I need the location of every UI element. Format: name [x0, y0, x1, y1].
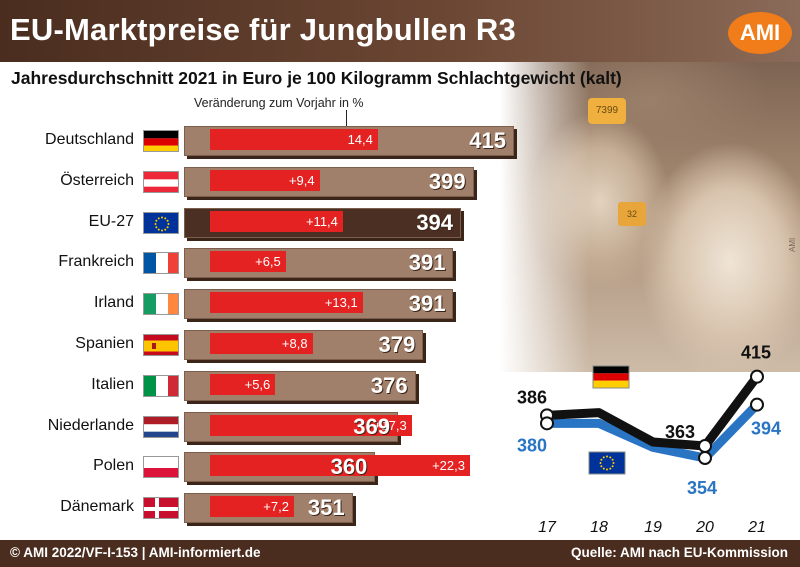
photo-credit: AMI — [788, 237, 797, 252]
germany-value-label: 363 — [665, 422, 695, 442]
value-label: 369 — [353, 413, 390, 439]
bar-row-frankreich: Frankreich +6,5 391 — [0, 243, 520, 283]
germany-flag-icon — [592, 365, 630, 389]
category-label: Polen — [93, 457, 134, 475]
ear-tag: 7399 — [588, 98, 626, 124]
x-tick-label: 20 — [695, 519, 714, 536]
category-label: EU-27 — [88, 212, 134, 230]
value-label: 376 — [370, 372, 408, 398]
eu-value-label: 394 — [751, 419, 781, 439]
value-label: 360 — [330, 454, 368, 480]
change-bar: +5,6 — [210, 373, 276, 395]
category-label: Irland — [93, 294, 134, 312]
change-bar: +8,8 — [210, 333, 313, 354]
eu-flag-icon — [588, 451, 626, 475]
eu-point — [750, 397, 764, 412]
change-bar: +11,4 — [210, 210, 343, 232]
change-note-pointer — [346, 110, 347, 128]
ami-logo: AMI — [728, 12, 792, 54]
value-label: 415 — [469, 128, 506, 153]
eu-flag-icon — [143, 211, 179, 234]
copyright-text: © AMI 2022/VF-I-153 | AMI-informiert.de — [10, 545, 261, 560]
chart-subtitle: Jahresdurchschnitt 2021 in Euro je 100 K… — [11, 68, 622, 88]
italy-flag-icon — [143, 374, 179, 397]
category-label: Italien — [91, 375, 134, 393]
change-bar: +9,4 — [210, 169, 320, 191]
netherlands-flag-icon — [143, 415, 179, 438]
bar-row-deutschland: Deutschland 14,4 415 — [0, 121, 520, 161]
value-label: 379 — [378, 332, 416, 357]
bar-row-niederlande: Niederlande +17,3 369 — [0, 407, 520, 447]
category-label: Niederlande — [47, 416, 134, 434]
change-bar: +22,3 — [210, 455, 470, 477]
bar-row-spanien: Spanien +8,8 379 — [0, 325, 520, 365]
ear-tag-2: 32 — [618, 202, 646, 226]
value-label: 391 — [408, 291, 446, 317]
bar-row-italien: Italien +5,6 376 — [0, 366, 520, 406]
x-tick-label: 18 — [590, 519, 608, 536]
change-bar: +6,5 — [210, 251, 286, 273]
bar-row-irland: Irland +13,1 391 — [0, 284, 520, 324]
category-label: Dänemark — [60, 498, 134, 516]
value-label: 399 — [428, 168, 466, 194]
france-flag-icon — [143, 252, 179, 275]
germany-point — [750, 369, 764, 384]
value-label: 391 — [408, 250, 446, 276]
eu-series-line — [547, 401, 761, 463]
germany-point — [698, 439, 712, 453]
denmark-flag-icon — [143, 497, 179, 520]
bar-row-eu-27: EU-27 +11,4 394 — [0, 203, 520, 243]
change-bar: +13,1 — [210, 292, 363, 314]
cattle-photo: 7399 32 AMI — [500, 62, 800, 372]
category-label: Frankreich — [58, 253, 134, 271]
bar-row-polen: Polen +22,3 360 — [0, 447, 520, 487]
trend-line-chart: 386 363 415 380 354 394 17 18 19 20 21 — [517, 343, 781, 536]
category-label: Deutschland — [45, 131, 134, 148]
eu-point — [698, 451, 712, 465]
source-text: Quelle: AMI nach EU-Kommission — [570, 545, 788, 560]
spain-flag-icon — [143, 334, 179, 356]
category-label: Spanien — [75, 335, 134, 352]
category-label: Österreich — [60, 171, 134, 189]
header-banner: EU-Marktpreise für Jungbullen R3 AMI — [0, 0, 800, 62]
x-tick-label: 21 — [747, 519, 766, 536]
bar-row-d-nemark: Dänemark +7,2 351 — [0, 488, 520, 528]
value-label: 394 — [416, 209, 454, 235]
germany-series-line — [546, 373, 761, 451]
value-label: 351 — [307, 495, 345, 521]
eu-point — [540, 416, 554, 431]
change-note: Veränderung zum Vorjahr in % — [194, 96, 364, 110]
germany-flag-icon — [143, 130, 179, 152]
footer-bar: © AMI 2022/VF-I-153 | AMI-informiert.de … — [0, 540, 800, 567]
page-title: EU-Marktpreise für Jungbullen R3 — [10, 12, 516, 47]
photo-fade — [500, 62, 590, 372]
austria-flag-icon — [143, 170, 179, 193]
x-tick-label: 17 — [538, 519, 557, 536]
change-bar: +7,2 — [210, 496, 294, 518]
x-tick-label: 19 — [644, 519, 662, 536]
trend-inset: 386 363 415 380 354 394 17 18 19 20 21 — [515, 330, 800, 540]
change-bar: +17,3 — [210, 414, 412, 436]
eu-value-label: 380 — [517, 435, 547, 455]
poland-flag-icon — [143, 456, 179, 479]
bar-row--sterreich: Österreich +9,4 399 — [0, 162, 520, 202]
change-bar: 14,4 — [210, 129, 378, 150]
germany-value-label: 415 — [741, 343, 771, 363]
germany-value-label: 386 — [517, 387, 547, 407]
ireland-flag-icon — [143, 293, 179, 316]
eu-value-label: 354 — [687, 478, 717, 498]
